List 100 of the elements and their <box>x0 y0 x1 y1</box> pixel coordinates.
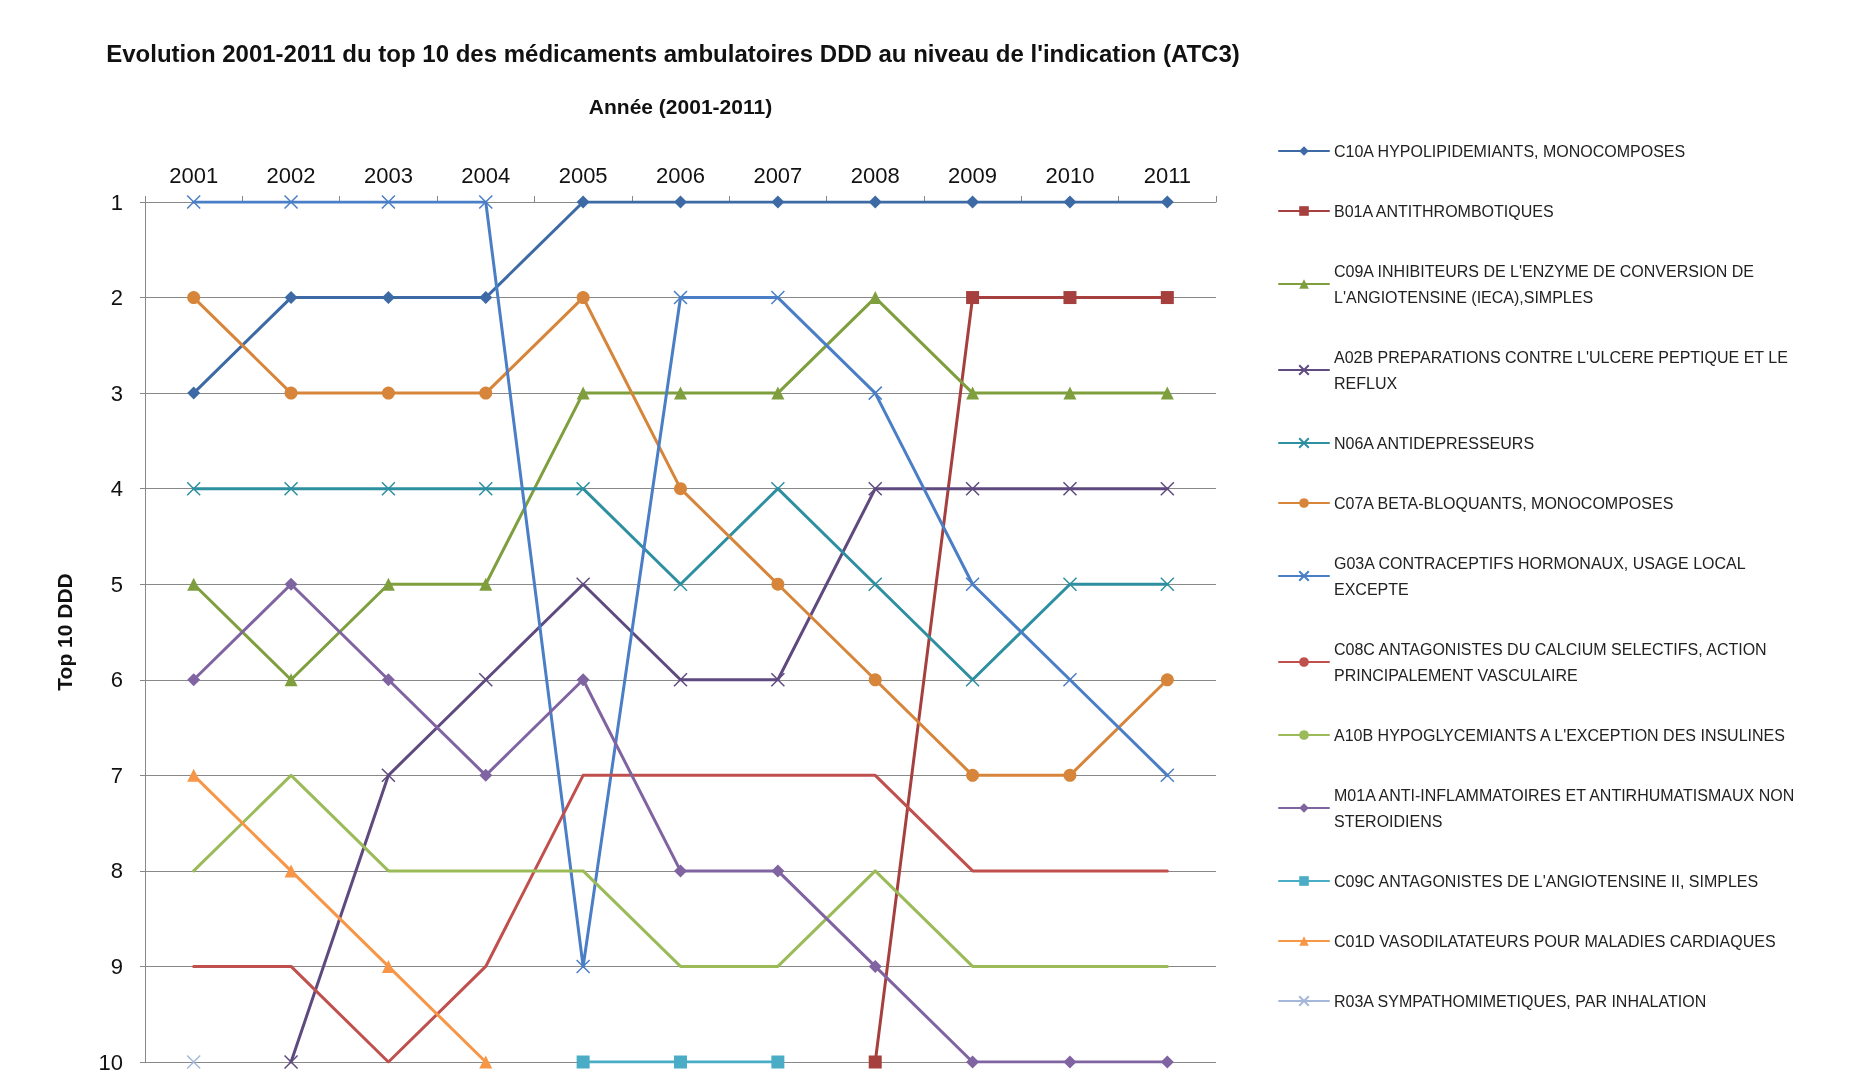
point <box>576 1055 590 1069</box>
point <box>867 385 883 401</box>
y-tick-label: 5 <box>110 571 123 597</box>
point <box>187 291 201 305</box>
point <box>479 768 493 782</box>
point <box>771 577 785 591</box>
y-tick-label: 1 <box>110 189 123 215</box>
point <box>771 386 785 400</box>
point <box>771 195 785 209</box>
point <box>771 864 785 878</box>
point <box>1062 576 1078 592</box>
point <box>770 290 786 305</box>
x-tick-label: 2010 <box>1045 162 1095 188</box>
point <box>966 386 980 400</box>
point <box>479 291 493 305</box>
point <box>1160 195 1174 209</box>
point <box>674 386 687 400</box>
x-tick-label: 2009 <box>948 162 998 188</box>
point <box>1160 673 1174 687</box>
point <box>771 1055 785 1069</box>
point <box>867 576 883 592</box>
point <box>381 291 395 305</box>
point <box>478 481 494 496</box>
point <box>1160 386 1174 400</box>
point <box>966 291 980 305</box>
x-tick-label: 2008 <box>850 162 900 188</box>
legend-label: C07A BETA-BLOQUANTS, MONOCOMPOSES <box>1334 494 1674 512</box>
point <box>1160 768 1175 783</box>
point <box>478 194 494 210</box>
y-tick-label: 3 <box>110 380 123 406</box>
point <box>674 482 687 496</box>
point <box>576 291 590 305</box>
legend-label: M01A ANTI-INFLAMMATOIRES ET ANTIRHUMATISMAUX NON STEROIDIENS <box>1334 786 1799 830</box>
point <box>1160 291 1174 305</box>
point <box>868 195 882 209</box>
point <box>1160 576 1175 592</box>
point <box>187 768 201 782</box>
y-tick-label: 2 <box>110 285 123 311</box>
y-tick-label: 10 <box>98 1049 123 1075</box>
x-tick-label: 2003 <box>363 162 413 188</box>
point <box>381 577 395 591</box>
y-tick-label: 9 <box>110 953 123 979</box>
point <box>186 1054 201 1070</box>
x-tick-label: 2006 <box>656 162 705 188</box>
point <box>283 194 299 210</box>
y-tick-label: 4 <box>110 476 123 502</box>
x-tick-label: 2004 <box>461 162 511 188</box>
x-axis-title: Année (2001-2011) <box>588 95 773 118</box>
legend-label: C10A HYPOLIPIDEMIANTS, MONOCOMPOSES <box>1334 142 1686 160</box>
point <box>186 194 201 210</box>
legend-label: A10B HYPOGLYCEMIANTS A L'EXCEPTION DES INSULINES <box>1334 726 1785 744</box>
point <box>674 195 687 209</box>
point <box>575 959 591 974</box>
point <box>187 673 201 687</box>
point <box>284 386 298 400</box>
point <box>770 672 786 688</box>
legend-label: C08C ANTAGONISTES DU CALCIUM SELECTIFS, ACTION PRINCIPALEMENT VASCULAIRE <box>1334 640 1772 684</box>
point <box>867 481 883 496</box>
point <box>1062 481 1078 496</box>
point <box>868 959 882 973</box>
legend-label: N06A ANTIDEPRESSEURS <box>1334 434 1535 452</box>
point <box>479 386 493 400</box>
point <box>381 959 395 973</box>
legend-label: C01D VASODILATATEURS POUR MALADIES CARDIAQUES <box>1334 932 1776 950</box>
point <box>868 291 882 305</box>
point <box>673 672 688 688</box>
point <box>576 195 590 209</box>
point <box>576 673 590 687</box>
point <box>479 577 493 591</box>
point <box>187 577 201 591</box>
line-series <box>192 773 1169 1064</box>
x-tick-label: 2002 <box>266 162 316 188</box>
point <box>1063 291 1077 305</box>
y-axis-title: Top 10 DDD <box>53 573 76 691</box>
point <box>284 577 298 591</box>
point <box>966 768 980 782</box>
legend-label: C09C ANTAGONISTES DE L'ANGIOTENSINE II, SIMPLES <box>1334 872 1759 890</box>
point <box>965 481 980 496</box>
legend-label: C09A INHIBITEURS DE L'ENZYME DE CONVERSION DE L'ANGIOTENSINE (IECA),SIMPLES <box>1334 262 1759 306</box>
legend-label: R03A SYMPATHOMIMETIQUES, PAR INHALATION <box>1334 992 1707 1010</box>
x-tick-label: 2005 <box>558 162 608 188</box>
point <box>575 481 591 496</box>
legend-label: A02B PREPARATIONS CONTRE L'ULCERE PEPTIQUE ET LE REFLUX <box>1334 348 1793 392</box>
chart-title: Evolution 2001-2011 du top 10 des médicaments ambulatoires DDD au niveau de l'indication (ATC3) <box>106 39 1240 67</box>
point <box>381 386 395 400</box>
y-tick-label: 6 <box>110 667 123 693</box>
point <box>283 1054 299 1070</box>
point <box>1160 481 1175 496</box>
point <box>284 673 298 687</box>
point <box>673 290 688 305</box>
x-tick-label: 2001 <box>169 162 219 188</box>
point <box>1063 195 1077 209</box>
point <box>1063 768 1077 782</box>
y-tick-label: 7 <box>110 762 123 788</box>
point <box>284 291 298 305</box>
point <box>674 1055 687 1069</box>
point <box>674 864 687 878</box>
point <box>381 768 396 783</box>
x-tick-label: 2011 <box>1143 162 1191 188</box>
point <box>381 481 396 496</box>
